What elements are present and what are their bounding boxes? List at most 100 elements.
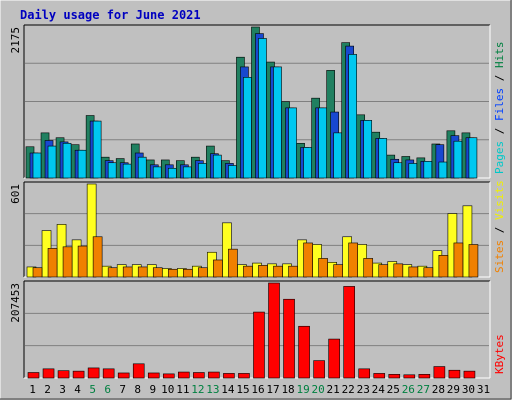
bar-sites-day-27 [423, 267, 434, 278]
panel-visits-legend: Sites / Visits [493, 180, 506, 273]
bar-sites-day-30 [468, 244, 479, 278]
bar-sites-day-28 [438, 255, 449, 278]
bar-sites-day-6 [107, 267, 118, 278]
legend-separator: / [493, 121, 506, 141]
bar-sites-day-20 [318, 258, 328, 278]
bar-pages-day-30 [468, 137, 478, 179]
bar-pages-day-19 [303, 147, 312, 179]
bar-sites-day-17 [273, 265, 283, 278]
bar-pages-day-21 [333, 132, 342, 179]
bar-sites-day-7 [122, 266, 133, 278]
bar-pages-day-7 [122, 163, 132, 179]
bar-sites-day-10 [167, 268, 178, 278]
bar-kbytes-day-22 [343, 286, 355, 379]
bar-pages-day-11 [183, 166, 192, 179]
bar-pages-day-27 [423, 161, 433, 179]
panel-visits: 601 Sites / Visits [9, 180, 506, 278]
bar-kbytes-day-8 [132, 363, 145, 379]
bar-pages-day-29 [453, 140, 463, 179]
x-tick-label-20: 20 [312, 383, 325, 396]
x-axis-labels: 1 2 3 4 5 6 7 8 9 10 11 12 13 14 15 16 17 18 19 20 21 22 23 24 2… [29, 383, 490, 396]
bar-kbytes-day-2 [42, 368, 55, 379]
x-tick-label-26: 26 [402, 383, 415, 396]
bar-sites-day-29 [453, 242, 464, 278]
series-kbytes [27, 282, 476, 379]
bar-kbytes-day-20 [313, 360, 325, 379]
chart-panels: 2175 Pages / Files / Hits 601 Sites / Visit… [9, 24, 506, 379]
bar-sites-day-12 [198, 267, 208, 278]
x-tick-label-14: 14 [221, 383, 235, 396]
x-tick-label-19: 19 [296, 383, 309, 396]
bar-kbytes-day-25 [388, 374, 401, 379]
bar-pages-day-13 [213, 154, 222, 179]
bar-pages-day-6 [107, 162, 117, 179]
legend-files: Files [493, 88, 506, 121]
bar-pages-day-23 [363, 120, 373, 179]
bar-pages-day-5 [92, 120, 102, 179]
bar-kbytes-day-7 [117, 372, 130, 379]
bar-kbytes-day-1 [27, 372, 40, 379]
bar-sites-day-25 [393, 263, 404, 278]
panel-visits-ymax-label: 601 [9, 184, 22, 204]
x-tick-label-10: 10 [161, 383, 174, 396]
bar-kbytes-day-30 [463, 370, 476, 379]
bar-pages-day-20 [318, 107, 327, 179]
bar-sites-day-4 [77, 245, 88, 278]
legend-separator: / [493, 68, 506, 88]
panel-hits-legend: Pages / Files / Hits [493, 42, 506, 175]
bar-kbytes-day-13 [208, 371, 220, 379]
bar-kbytes-day-9 [147, 372, 160, 379]
bar-kbytes-day-5 [87, 367, 100, 379]
bar-sites-day-15 [243, 265, 253, 278]
bar-pages-day-22 [348, 54, 357, 179]
x-tick-label-6: 6 [104, 383, 111, 396]
legend-hits: Hits [493, 42, 506, 69]
bar-kbytes-day-24 [373, 373, 386, 379]
bar-sites-day-24 [378, 264, 389, 278]
x-tick-label-22: 22 [342, 383, 355, 396]
bar-kbytes-day-12 [193, 372, 205, 379]
bar-sites-day-14 [228, 248, 238, 278]
bar-visits-day-5 [86, 183, 97, 278]
bar-sites-day-19 [303, 242, 313, 278]
bar-kbytes-day-3 [57, 370, 70, 379]
bar-kbytes-day-15 [238, 373, 250, 379]
legend-pages: Pages [493, 141, 506, 174]
legend-visits: Visits [493, 180, 506, 220]
panel-kbytes-ymax-label: 207453 [9, 283, 22, 323]
bar-kbytes-day-28 [433, 366, 446, 379]
bar-kbytes-day-14 [223, 373, 235, 379]
x-tick-label-21: 21 [327, 383, 340, 396]
bar-kbytes-day-11 [178, 371, 190, 379]
bar-pages-day-17 [273, 66, 282, 179]
bar-pages-day-25 [393, 162, 403, 179]
bar-sites-day-8 [137, 266, 148, 278]
x-tick-label-17: 17 [266, 383, 279, 396]
x-tick-label-7: 7 [119, 383, 126, 396]
x-tick-label-3: 3 [59, 383, 66, 396]
bar-pages-day-8 [137, 156, 147, 179]
bar-visits-day-30 [462, 205, 473, 278]
x-tick-label-24: 24 [372, 383, 386, 396]
legend-sites: Sites [493, 240, 506, 273]
x-tick-label-31: 31 [477, 383, 490, 396]
legend-kbytes: KBytes [493, 334, 506, 374]
bar-sites-day-22 [348, 242, 358, 278]
bar-pages-day-12 [198, 163, 207, 179]
bar-pages-day-16 [258, 38, 267, 179]
bar-sites-day-21 [333, 264, 343, 278]
bar-pages-day-18 [288, 107, 297, 179]
bar-kbytes-day-29 [448, 369, 461, 379]
panel-hits: 2175 Pages / Files / Hits [9, 24, 506, 179]
x-tick-label-15: 15 [236, 383, 249, 396]
bar-pages-day-9 [152, 166, 162, 179]
series-pages [32, 38, 478, 179]
bar-kbytes-day-26 [403, 374, 416, 379]
x-tick-label-12: 12 [191, 383, 204, 396]
bar-kbytes-day-17 [268, 282, 280, 379]
x-tick-label-13: 13 [206, 383, 219, 396]
bar-kbytes-day-21 [328, 338, 340, 379]
bar-pages-day-26 [408, 163, 418, 179]
x-tick-label-16: 16 [251, 383, 264, 396]
